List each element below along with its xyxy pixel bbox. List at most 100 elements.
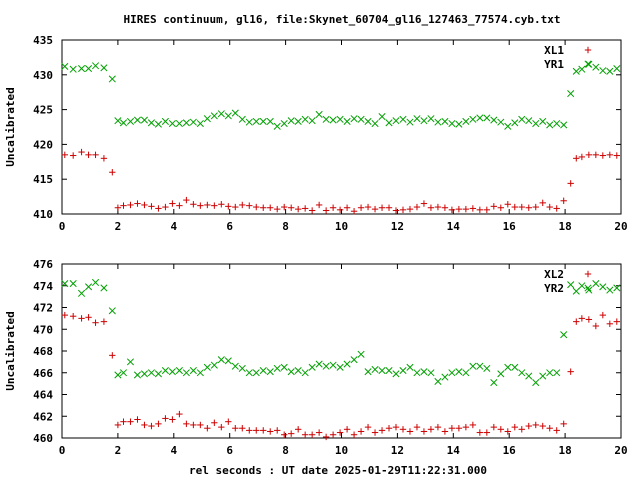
data-point-xl1 <box>490 203 498 210</box>
data-point-xl1 <box>357 204 365 211</box>
data-point-xl1 <box>573 155 580 162</box>
x-tick-label: 6 <box>226 220 233 233</box>
bottom-panel: 0 2 4 6 8 10 12 14 16 18 2046046246446646847047247… <box>4 258 628 457</box>
data-point-yr1 <box>217 110 225 118</box>
data-point-xl1 <box>539 199 546 207</box>
data-point-xl2 <box>155 420 162 428</box>
data-point-yr2 <box>245 369 253 377</box>
data-point-xl1 <box>599 152 607 159</box>
data-point-xl2 <box>399 426 407 433</box>
x-tick-label: 8 <box>282 444 289 457</box>
data-point-yr2 <box>399 367 407 375</box>
y-tick-label: 466 <box>33 367 53 380</box>
data-point-yr1 <box>385 119 393 127</box>
data-point-yr1 <box>462 117 470 125</box>
data-point-yr1 <box>592 63 600 71</box>
data-point-xl1 <box>350 208 358 215</box>
data-point-xl2 <box>190 421 197 429</box>
data-point-xl2 <box>518 426 525 433</box>
data-point-yr2 <box>140 370 149 378</box>
data-point-yr1 <box>406 118 414 126</box>
data-point-xl2 <box>127 418 134 425</box>
data-point-yr1 <box>572 67 580 75</box>
data-point-xl1 <box>253 203 260 211</box>
legend-label-yr2: YR2 <box>544 282 564 295</box>
data-point-xl2 <box>100 318 108 325</box>
data-point-yr1 <box>613 64 621 73</box>
data-point-xl2 <box>134 416 141 423</box>
data-point-yr1 <box>497 118 505 126</box>
data-point-yr2 <box>560 331 568 339</box>
data-point-xl2 <box>525 422 532 430</box>
data-point-xl2 <box>85 314 92 321</box>
y-tick-label: 430 <box>33 69 53 82</box>
data-point-yr1 <box>539 117 547 125</box>
data-point-xl1 <box>364 203 372 211</box>
data-point-yr1 <box>427 115 435 123</box>
data-point-yr2 <box>504 363 512 371</box>
chart-title: HIRES continuum, gl16, file:Skynet_60704… <box>123 13 560 26</box>
data-point-yr1 <box>189 118 197 126</box>
data-point-yr1 <box>266 117 274 125</box>
x-tick-label: 8 <box>282 220 289 233</box>
x-tick-label: 0 <box>59 444 66 457</box>
data-point-xl1 <box>281 203 288 211</box>
data-point-yr1 <box>441 117 449 125</box>
data-point-xl1 <box>69 152 77 159</box>
data-point-yr1 <box>420 117 428 125</box>
data-point-xl2 <box>61 311 68 319</box>
data-point-yr2 <box>259 367 267 375</box>
data-point-yr2 <box>392 370 400 378</box>
data-point-xl2 <box>573 318 580 325</box>
data-point-xl2 <box>420 428 428 435</box>
x-tick-label: 16 <box>503 220 517 233</box>
data-point-xl1 <box>232 203 239 211</box>
data-point-yr2 <box>532 378 540 387</box>
data-point-xl1 <box>134 200 141 207</box>
data-point-yr2 <box>455 368 463 376</box>
data-point-xl2 <box>448 425 456 432</box>
data-point-yr1 <box>413 115 421 123</box>
data-point-yr2 <box>114 371 122 379</box>
data-point-yr2 <box>497 370 505 378</box>
y-tick-label: 468 <box>33 345 53 358</box>
data-point-yr1 <box>182 119 190 127</box>
x-tick-label: 16 <box>503 444 517 457</box>
plot-frame <box>61 263 622 439</box>
data-point-yr1 <box>606 67 614 75</box>
data-point-xl2 <box>406 428 414 435</box>
y-tick-label: 476 <box>33 258 53 271</box>
data-point-xl1 <box>532 203 539 211</box>
data-point-xl1 <box>469 205 477 212</box>
data-point-yr1 <box>343 117 351 125</box>
data-point-yr1 <box>69 65 77 73</box>
data-point-yr2 <box>469 362 477 370</box>
data-point-yr1 <box>154 120 162 128</box>
data-point-xl2 <box>364 423 372 431</box>
data-point-xl2 <box>560 420 567 428</box>
data-point-yr1 <box>399 115 407 123</box>
data-point-xl2 <box>455 425 463 432</box>
data-point-yr2 <box>613 284 621 292</box>
data-point-xl1 <box>483 206 491 214</box>
data-point-yr2 <box>385 367 393 375</box>
data-point-xl2 <box>308 431 316 438</box>
data-point-xl1 <box>301 205 309 212</box>
data-point-yr2 <box>413 369 421 377</box>
data-point-yr2 <box>287 368 295 376</box>
data-point-yr2 <box>175 367 183 375</box>
legend-marker-xl1 <box>584 46 592 54</box>
data-point-xl1 <box>294 205 302 213</box>
data-point-xl1 <box>127 201 134 209</box>
data-point-yr2 <box>420 368 428 376</box>
data-point-xl2 <box>169 416 176 423</box>
data-point-yr2 <box>294 367 302 375</box>
data-point-yr2 <box>462 369 470 377</box>
data-point-xl2 <box>539 422 546 430</box>
data-point-xl1 <box>476 206 484 214</box>
series-yr1 <box>61 60 621 130</box>
data-point-yr1 <box>119 119 128 127</box>
data-point-xl2 <box>301 431 309 438</box>
data-point-yr2 <box>301 369 309 377</box>
data-point-xl1 <box>553 205 560 212</box>
